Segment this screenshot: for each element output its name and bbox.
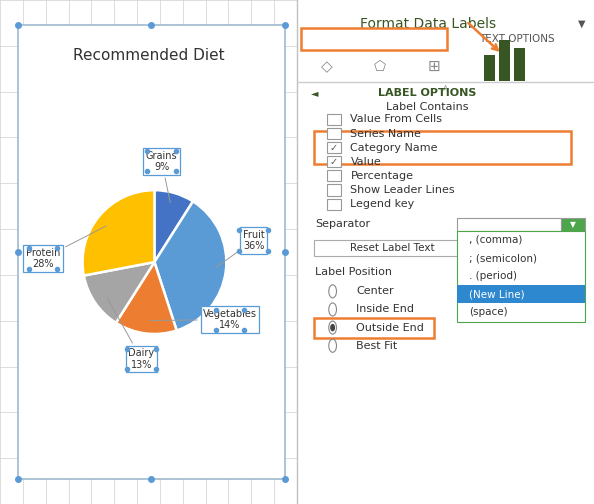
Bar <box>457 231 585 322</box>
Text: Recommended Diet: Recommended Diet <box>72 48 225 63</box>
Text: Outside End: Outside End <box>356 323 424 333</box>
Text: . (period): . (period) <box>469 271 517 281</box>
Text: ; (semicolon): ; (semicolon) <box>469 253 537 263</box>
Text: Dairy
13%: Dairy 13% <box>107 298 154 370</box>
Text: Label Contains: Label Contains <box>387 102 469 112</box>
Text: LABEL OPTIONS: LABEL OPTIONS <box>378 88 477 98</box>
Text: , (comma): , (comma) <box>469 235 523 245</box>
Text: Legend key: Legend key <box>350 199 415 209</box>
Text: Center: Center <box>356 286 394 296</box>
Bar <box>327 142 341 153</box>
Text: LABEL OPTIONS: LABEL OPTIONS <box>319 34 406 44</box>
Text: ◇: ◇ <box>321 59 333 74</box>
Bar <box>484 55 495 81</box>
Bar <box>327 114 341 125</box>
Text: ✓: ✓ <box>330 157 338 167</box>
Bar <box>327 156 341 167</box>
Text: Series Name: Series Name <box>350 129 421 139</box>
Text: ∧: ∧ <box>442 83 449 93</box>
Text: Vegetables
14%: Vegetables 14% <box>150 309 257 331</box>
Text: Show Leader Lines: Show Leader Lines <box>350 185 455 195</box>
Text: (New Line): (New Line) <box>469 289 525 299</box>
Wedge shape <box>154 190 193 262</box>
Text: (space): (space) <box>469 307 508 318</box>
Bar <box>327 199 341 210</box>
Text: ◄: ◄ <box>311 88 318 98</box>
Text: ✓: ✓ <box>330 143 338 153</box>
Text: Separator: Separator <box>315 219 370 229</box>
Circle shape <box>329 285 336 298</box>
Text: Format Data Labels: Format Data Labels <box>359 17 496 31</box>
Text: ▼: ▼ <box>579 19 586 29</box>
Text: ⬠: ⬠ <box>374 59 386 74</box>
Text: Protein
28%: Protein 28% <box>26 226 106 269</box>
Text: Inside End: Inside End <box>356 304 415 314</box>
Wedge shape <box>84 262 154 323</box>
Circle shape <box>329 321 336 334</box>
Text: Grains
9%: Grains 9% <box>146 151 178 203</box>
Text: Label Position: Label Position <box>315 267 392 277</box>
Circle shape <box>329 303 336 316</box>
Bar <box>327 128 341 139</box>
Bar <box>327 184 341 196</box>
Text: ▼: ▼ <box>570 220 576 229</box>
Text: Fruit
36%: Fruit 36% <box>215 230 264 268</box>
Text: Best Fit: Best Fit <box>356 341 397 351</box>
Text: ⊞: ⊞ <box>427 59 440 74</box>
FancyBboxPatch shape <box>301 28 447 50</box>
Text: Category Name: Category Name <box>350 143 438 153</box>
Bar <box>561 218 585 231</box>
Text: Reset Label Text: Reset Label Text <box>350 243 434 253</box>
Wedge shape <box>116 262 176 334</box>
Text: ▼: ▼ <box>424 35 431 44</box>
Bar <box>327 170 341 181</box>
FancyBboxPatch shape <box>314 131 571 164</box>
Bar <box>457 285 585 303</box>
Bar <box>499 40 510 81</box>
Text: Percentage: Percentage <box>350 171 413 181</box>
Circle shape <box>329 339 336 352</box>
Text: Value From Cells: Value From Cells <box>350 114 443 124</box>
Wedge shape <box>154 202 226 331</box>
Text: Value: Value <box>350 157 381 167</box>
FancyBboxPatch shape <box>314 240 470 256</box>
Text: TEXT OPTIONS: TEXT OPTIONS <box>479 34 555 44</box>
Bar <box>514 48 525 81</box>
Circle shape <box>331 325 334 331</box>
FancyBboxPatch shape <box>314 318 434 338</box>
Wedge shape <box>83 190 154 276</box>
Bar <box>457 218 561 231</box>
